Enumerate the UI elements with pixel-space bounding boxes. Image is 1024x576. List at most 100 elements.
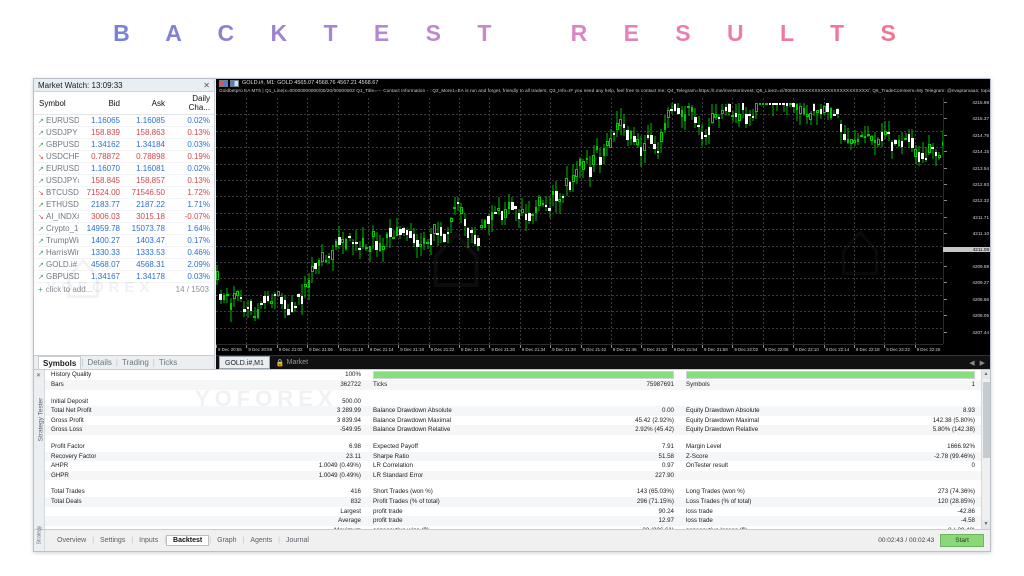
tab-separator: | xyxy=(164,537,166,544)
arrow-down-icon: ↘ xyxy=(38,154,44,161)
tester-tab-overview[interactable]: Overview xyxy=(57,537,87,544)
price-tick-label: 4211.71 xyxy=(972,214,989,220)
tester-tab-settings[interactable]: Settings xyxy=(100,537,126,544)
table-row[interactable]: ↗ EURUSD 1.16065 1.16085 0.02% xyxy=(34,114,214,127)
report-label: Bars xyxy=(51,381,64,388)
report-cell: Total Trades 416 xyxy=(45,487,367,497)
gridline-horizontal xyxy=(216,180,943,181)
time-tick xyxy=(428,345,430,348)
table-row[interactable]: ↗ GOLD.i# 4568.07 4568.31 2.09% xyxy=(34,258,214,271)
candlestick xyxy=(246,98,250,344)
gridline-vertical xyxy=(762,98,764,344)
gridline-vertical xyxy=(610,98,612,344)
cell-ask: 4568.31 xyxy=(124,258,169,271)
candlestick xyxy=(778,98,782,344)
candlestick xyxy=(612,98,616,344)
time-tick-label: 9 Dec 21:30 xyxy=(491,347,516,352)
candlestick xyxy=(273,98,277,344)
scroll-down-icon[interactable]: ▼ xyxy=(982,520,990,529)
tab-trading[interactable]: Trading xyxy=(121,358,149,367)
table-row[interactable]: ↘ USDCHF 0.78872 0.78898 0.19% xyxy=(34,150,214,163)
tester-tab-backtest[interactable]: Backtest xyxy=(166,535,210,546)
tab-separator: | xyxy=(242,537,245,544)
tab-separator: | xyxy=(209,537,212,544)
progress-track xyxy=(686,371,975,379)
chevron-left-icon[interactable]: ◀ xyxy=(969,359,975,367)
table-row[interactable]: ↗ USDJPY 158.839 158.863 0.13% xyxy=(34,126,214,139)
candlestick xyxy=(531,98,534,344)
report-body: History Quality 100% Bars 362722 Ticks 759876… xyxy=(45,370,981,529)
column-header-daily-change[interactable]: Daily Cha... xyxy=(169,92,214,115)
close-icon-tester[interactable]: ✕ xyxy=(36,373,42,379)
tester-tab-agents[interactable]: Agents xyxy=(250,537,273,544)
chart-tab-market[interactable]: 🔒 Market xyxy=(276,359,308,367)
column-header-ask[interactable]: Ask xyxy=(124,92,169,115)
table-row[interactable]: ↗ GBPUSD 1.34162 1.34184 0.03% xyxy=(34,138,214,151)
chart-price-axis[interactable]: 4215.98 4215.37 4214.76 4214.15 4213.54 4212.… xyxy=(943,98,990,344)
report-value: 0.97 xyxy=(661,462,674,470)
gridline-horizontal xyxy=(216,294,943,296)
chart-panel[interactable]: GOLD.i#, M1: GOLD 4565.07 4568.76 4567.2… xyxy=(216,79,990,355)
progress-track xyxy=(373,371,674,379)
candlestick xyxy=(473,98,477,344)
gridline-vertical xyxy=(519,98,521,344)
tab-symbols[interactable]: Symbols xyxy=(38,355,82,370)
price-tick xyxy=(944,216,947,218)
candlestick xyxy=(297,98,300,344)
chart-plot-area[interactable]: ⌂ ⌂ xyxy=(216,98,943,344)
time-tick-label: 9 Dec 21:22 xyxy=(430,347,455,352)
tab-details[interactable]: Details xyxy=(87,358,112,367)
candlestick xyxy=(775,98,779,344)
candlestick xyxy=(734,98,738,344)
gridline-vertical xyxy=(367,98,369,344)
cell-change: 0.46% xyxy=(169,246,214,259)
tab-ticks[interactable]: Ticks xyxy=(158,358,178,367)
price-tick xyxy=(944,118,947,120)
chart-tab-gold[interactable]: GOLD.i#,M1 xyxy=(219,356,270,369)
candlestick xyxy=(717,98,721,344)
report-label: LR Standard Error xyxy=(373,471,424,479)
report-scrollbar[interactable]: ▲ ▼ xyxy=(981,370,990,529)
candlestick xyxy=(287,98,290,344)
candlestick xyxy=(460,98,463,344)
table-row[interactable]: ↘ AI_INDX# 3006.03 3015.18 -0.07% xyxy=(34,210,214,223)
tester-tab-graph[interactable]: Graph xyxy=(217,537,237,544)
report-value: 0 xyxy=(971,462,975,470)
time-tick xyxy=(823,345,825,348)
scrollbar-thumb[interactable] xyxy=(983,382,990,458)
gridline-vertical xyxy=(702,98,703,344)
gridline-horizontal xyxy=(216,229,943,231)
tester-tab-journal[interactable]: Journal xyxy=(285,537,309,544)
candlestick xyxy=(792,98,795,344)
candlestick xyxy=(870,98,873,344)
time-tick-label: 9 Dec 21:38 xyxy=(552,347,576,352)
candlestick xyxy=(934,98,938,344)
table-row[interactable]: ↗ USDJPY# 158.845 158.857 0.13% xyxy=(34,174,214,187)
candlestick xyxy=(385,98,389,344)
time-tick xyxy=(671,345,673,348)
cell-bid: 1.16065 xyxy=(79,114,124,127)
elapsed-timer: 00:02:43 / 00:02:43 xyxy=(878,537,935,544)
add-symbol-row[interactable]: + click to add... 14 / 1503 xyxy=(34,283,214,296)
scroll-up-icon[interactable]: ▲ xyxy=(982,370,990,379)
tester-tab-inputs[interactable]: Inputs xyxy=(139,537,159,544)
column-header-bid[interactable]: Bid xyxy=(79,92,124,115)
report-label: loss trade xyxy=(686,507,713,515)
candlestick xyxy=(361,98,365,344)
candlestick xyxy=(392,98,395,344)
time-tick-label: 9 Dec 21:18 xyxy=(400,347,424,352)
close-icon[interactable]: ✕ xyxy=(203,81,210,90)
chevron-right-icon[interactable]: ▶ xyxy=(979,359,985,367)
tab-separator: | xyxy=(131,537,134,544)
time-tick-label: 9 Dec 21:46 xyxy=(612,347,637,352)
start-button[interactable]: Start xyxy=(940,534,984,547)
chart-time-axis[interactable]: 9 Dec 20:55 9 Dec 20:59 9 Dec 21:02 9 Dec 2… xyxy=(216,344,943,355)
column-header-symbol[interactable]: Symbol xyxy=(34,92,79,115)
